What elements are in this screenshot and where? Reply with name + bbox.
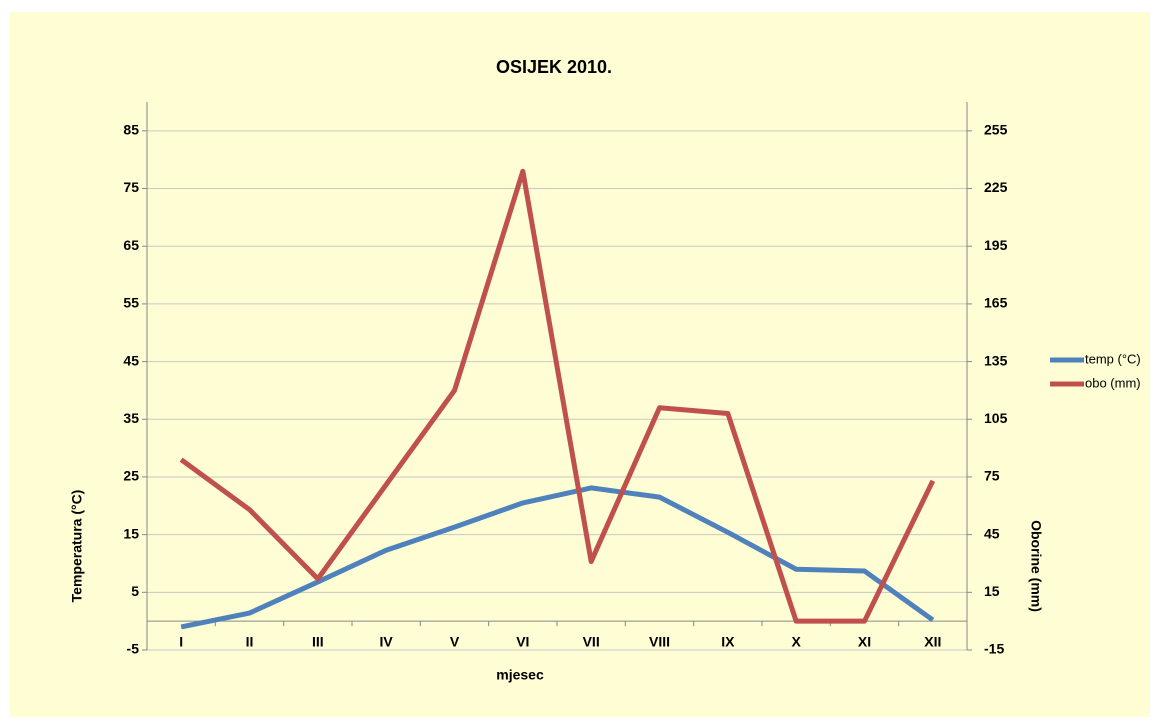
x-tick-label: II <box>246 634 254 650</box>
y-tick-label: 25 <box>123 468 139 484</box>
y2-tick-label: 75 <box>984 468 1000 484</box>
x-tick-label: III <box>312 634 324 650</box>
series-line <box>179 168 936 624</box>
y2-tick-label: 105 <box>984 410 1008 426</box>
x-tick-label: V <box>450 634 460 650</box>
y2-tick-label: 15 <box>984 583 1000 599</box>
x-tick-label: VI <box>516 634 529 650</box>
y-tick-label: -5 <box>127 641 140 657</box>
x-axis-label: mjesec <box>496 667 544 683</box>
y2-tick-label: 135 <box>984 352 1008 368</box>
x-tick-label: VII <box>583 634 600 650</box>
x-tick-label: X <box>791 634 801 650</box>
x-tick-label: IX <box>721 634 735 650</box>
y-tick-label: 75 <box>123 179 139 195</box>
y-tick-label: 15 <box>123 525 139 541</box>
x-tick-label: VIII <box>649 634 670 650</box>
x-tick-label: XII <box>924 634 941 650</box>
y-tick-label: 65 <box>123 237 139 253</box>
y-tick-label: 5 <box>131 583 139 599</box>
y2-tick-label: -15 <box>984 641 1004 657</box>
legend-label: obo (mm) <box>1085 375 1141 390</box>
y2-tick-label: 255 <box>984 122 1008 138</box>
y2-tick-label: 45 <box>984 525 1000 541</box>
y2-tick-label: 165 <box>984 295 1008 311</box>
chart-background <box>10 12 1150 717</box>
y2-axis-label: Oborine (mm) <box>1028 520 1044 612</box>
x-tick-label: XI <box>858 634 871 650</box>
y-tick-label: 55 <box>123 295 139 311</box>
x-tick-label: I <box>179 634 183 650</box>
y-tick-label: 45 <box>123 352 139 368</box>
y2-tick-label: 195 <box>984 237 1008 253</box>
y2-tick-label: 225 <box>984 179 1008 195</box>
y-tick-label: 85 <box>123 122 139 138</box>
chart-title: OSIJEK 2010. <box>496 57 612 77</box>
x-tick-label: IV <box>380 634 394 650</box>
y-tick-label: 35 <box>123 410 139 426</box>
legend-label: temp (°C) <box>1085 351 1141 366</box>
series-line <box>180 485 935 630</box>
y-axis-label: Temperatura (°C) <box>69 490 85 603</box>
